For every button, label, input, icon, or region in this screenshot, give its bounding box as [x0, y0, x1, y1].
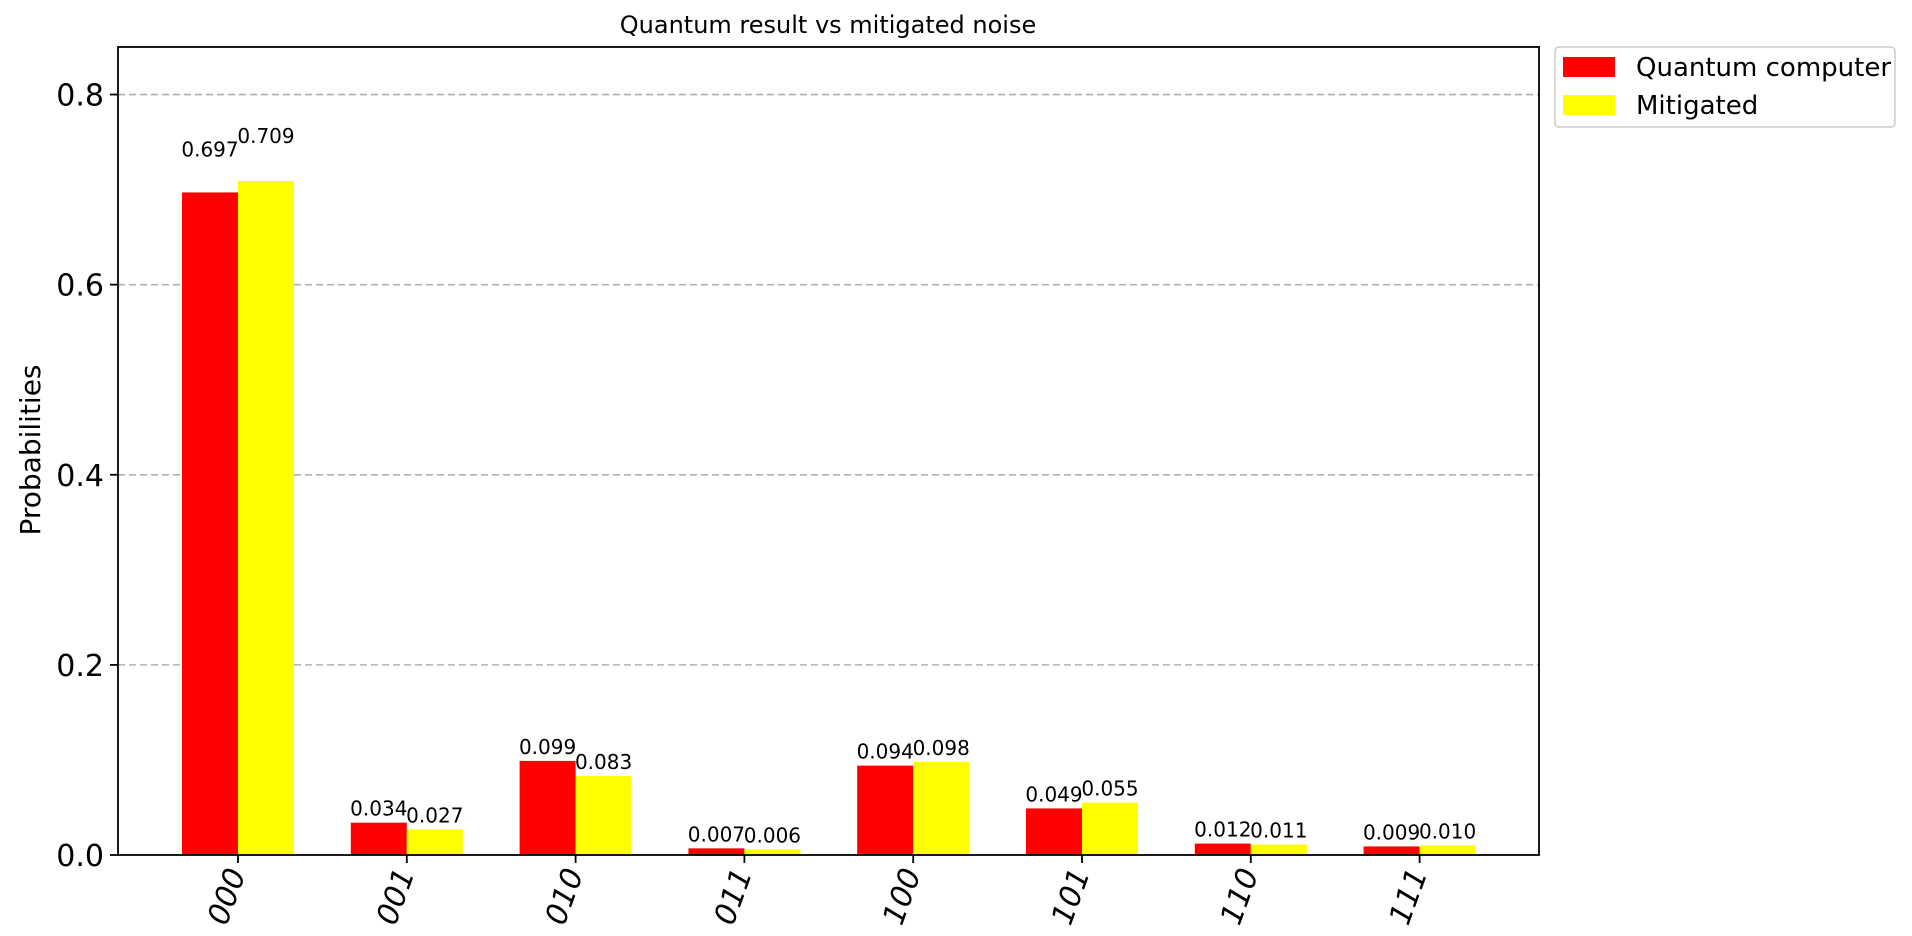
bar-mitigated-000 [238, 181, 294, 855]
y-tick-label: 0.0 [56, 839, 104, 874]
legend-swatch-quantum-computer [1563, 57, 1615, 77]
data-label-mitigated-011: 0.006 [744, 823, 801, 847]
data-label-quantum-computer-100: 0.094 [857, 740, 914, 764]
data-label-mitigated-100: 0.098 [913, 736, 970, 760]
y-axis-label: Probabilities [14, 364, 47, 535]
bar-quantum-computer-110 [1194, 843, 1251, 855]
bar-quantum-computer-101 [1026, 808, 1082, 855]
bar-mitigated-110 [1250, 844, 1307, 855]
y-tick-label: 0.4 [56, 459, 104, 494]
bar-mitigated-100 [913, 761, 970, 855]
y-tick-label: 0.8 [56, 79, 104, 114]
data-label-mitigated-110: 0.011 [1250, 819, 1307, 843]
bar-quantum-computer-111 [1363, 846, 1420, 855]
data-label-quantum-computer-001: 0.034 [350, 797, 407, 821]
y-tick-label: 0.6 [56, 269, 104, 304]
plot-frame [117, 46, 1540, 856]
bar-quantum-computer-100 [857, 765, 914, 855]
grid-lines [118, 93, 1539, 666]
bar-quantum-computer-010 [519, 760, 576, 855]
chart-title: Quantum result vs mitigated noise [620, 11, 1036, 39]
data-label-quantum-computer-101: 0.049 [1025, 782, 1082, 806]
data-label-quantum-computer-000: 0.697 [181, 137, 238, 161]
data-label-mitigated-010: 0.083 [575, 750, 632, 774]
data-label-mitigated-000: 0.709 [237, 124, 294, 148]
bar-quantum-computer-000 [182, 192, 238, 855]
data-label-mitigated-101: 0.055 [1081, 777, 1138, 801]
bar-mitigated-001 [406, 829, 463, 855]
legend-swatch-mitigated [1563, 95, 1615, 115]
bar-quantum-computer-011 [688, 848, 745, 855]
bars [182, 181, 1476, 855]
legend-label-quantum-computer: Quantum computer [1636, 53, 1891, 83]
data-label-quantum-computer-010: 0.099 [519, 735, 576, 759]
bar-mitigated-010 [575, 776, 632, 855]
y-axis-ticks: 0.0 0.2 0.4 0.6 0.8 [56, 79, 118, 874]
legend-label-mitigated: Mitigated [1636, 91, 1758, 121]
x-axis-ticks: 000 001 010 011 100 101 110 111 [201, 855, 1435, 930]
data-label-quantum-computer-111: 0.009 [1363, 820, 1420, 844]
data-label-mitigated-001: 0.027 [406, 803, 463, 827]
legend-box [1554, 46, 1896, 128]
y-tick-label: 0.2 [56, 649, 104, 684]
legend: Quantum computer Mitigated [1554, 46, 1896, 128]
bar-mitigated-111 [1419, 845, 1476, 855]
data-label-mitigated-111: 0.010 [1419, 819, 1476, 843]
data-label-quantum-computer-110: 0.012 [1194, 818, 1251, 842]
data-label-quantum-computer-011: 0.007 [688, 822, 745, 846]
bar-quantum-computer-001 [350, 822, 407, 855]
bar-mitigated-101 [1082, 802, 1138, 855]
bar-mitigated-011 [744, 849, 801, 855]
